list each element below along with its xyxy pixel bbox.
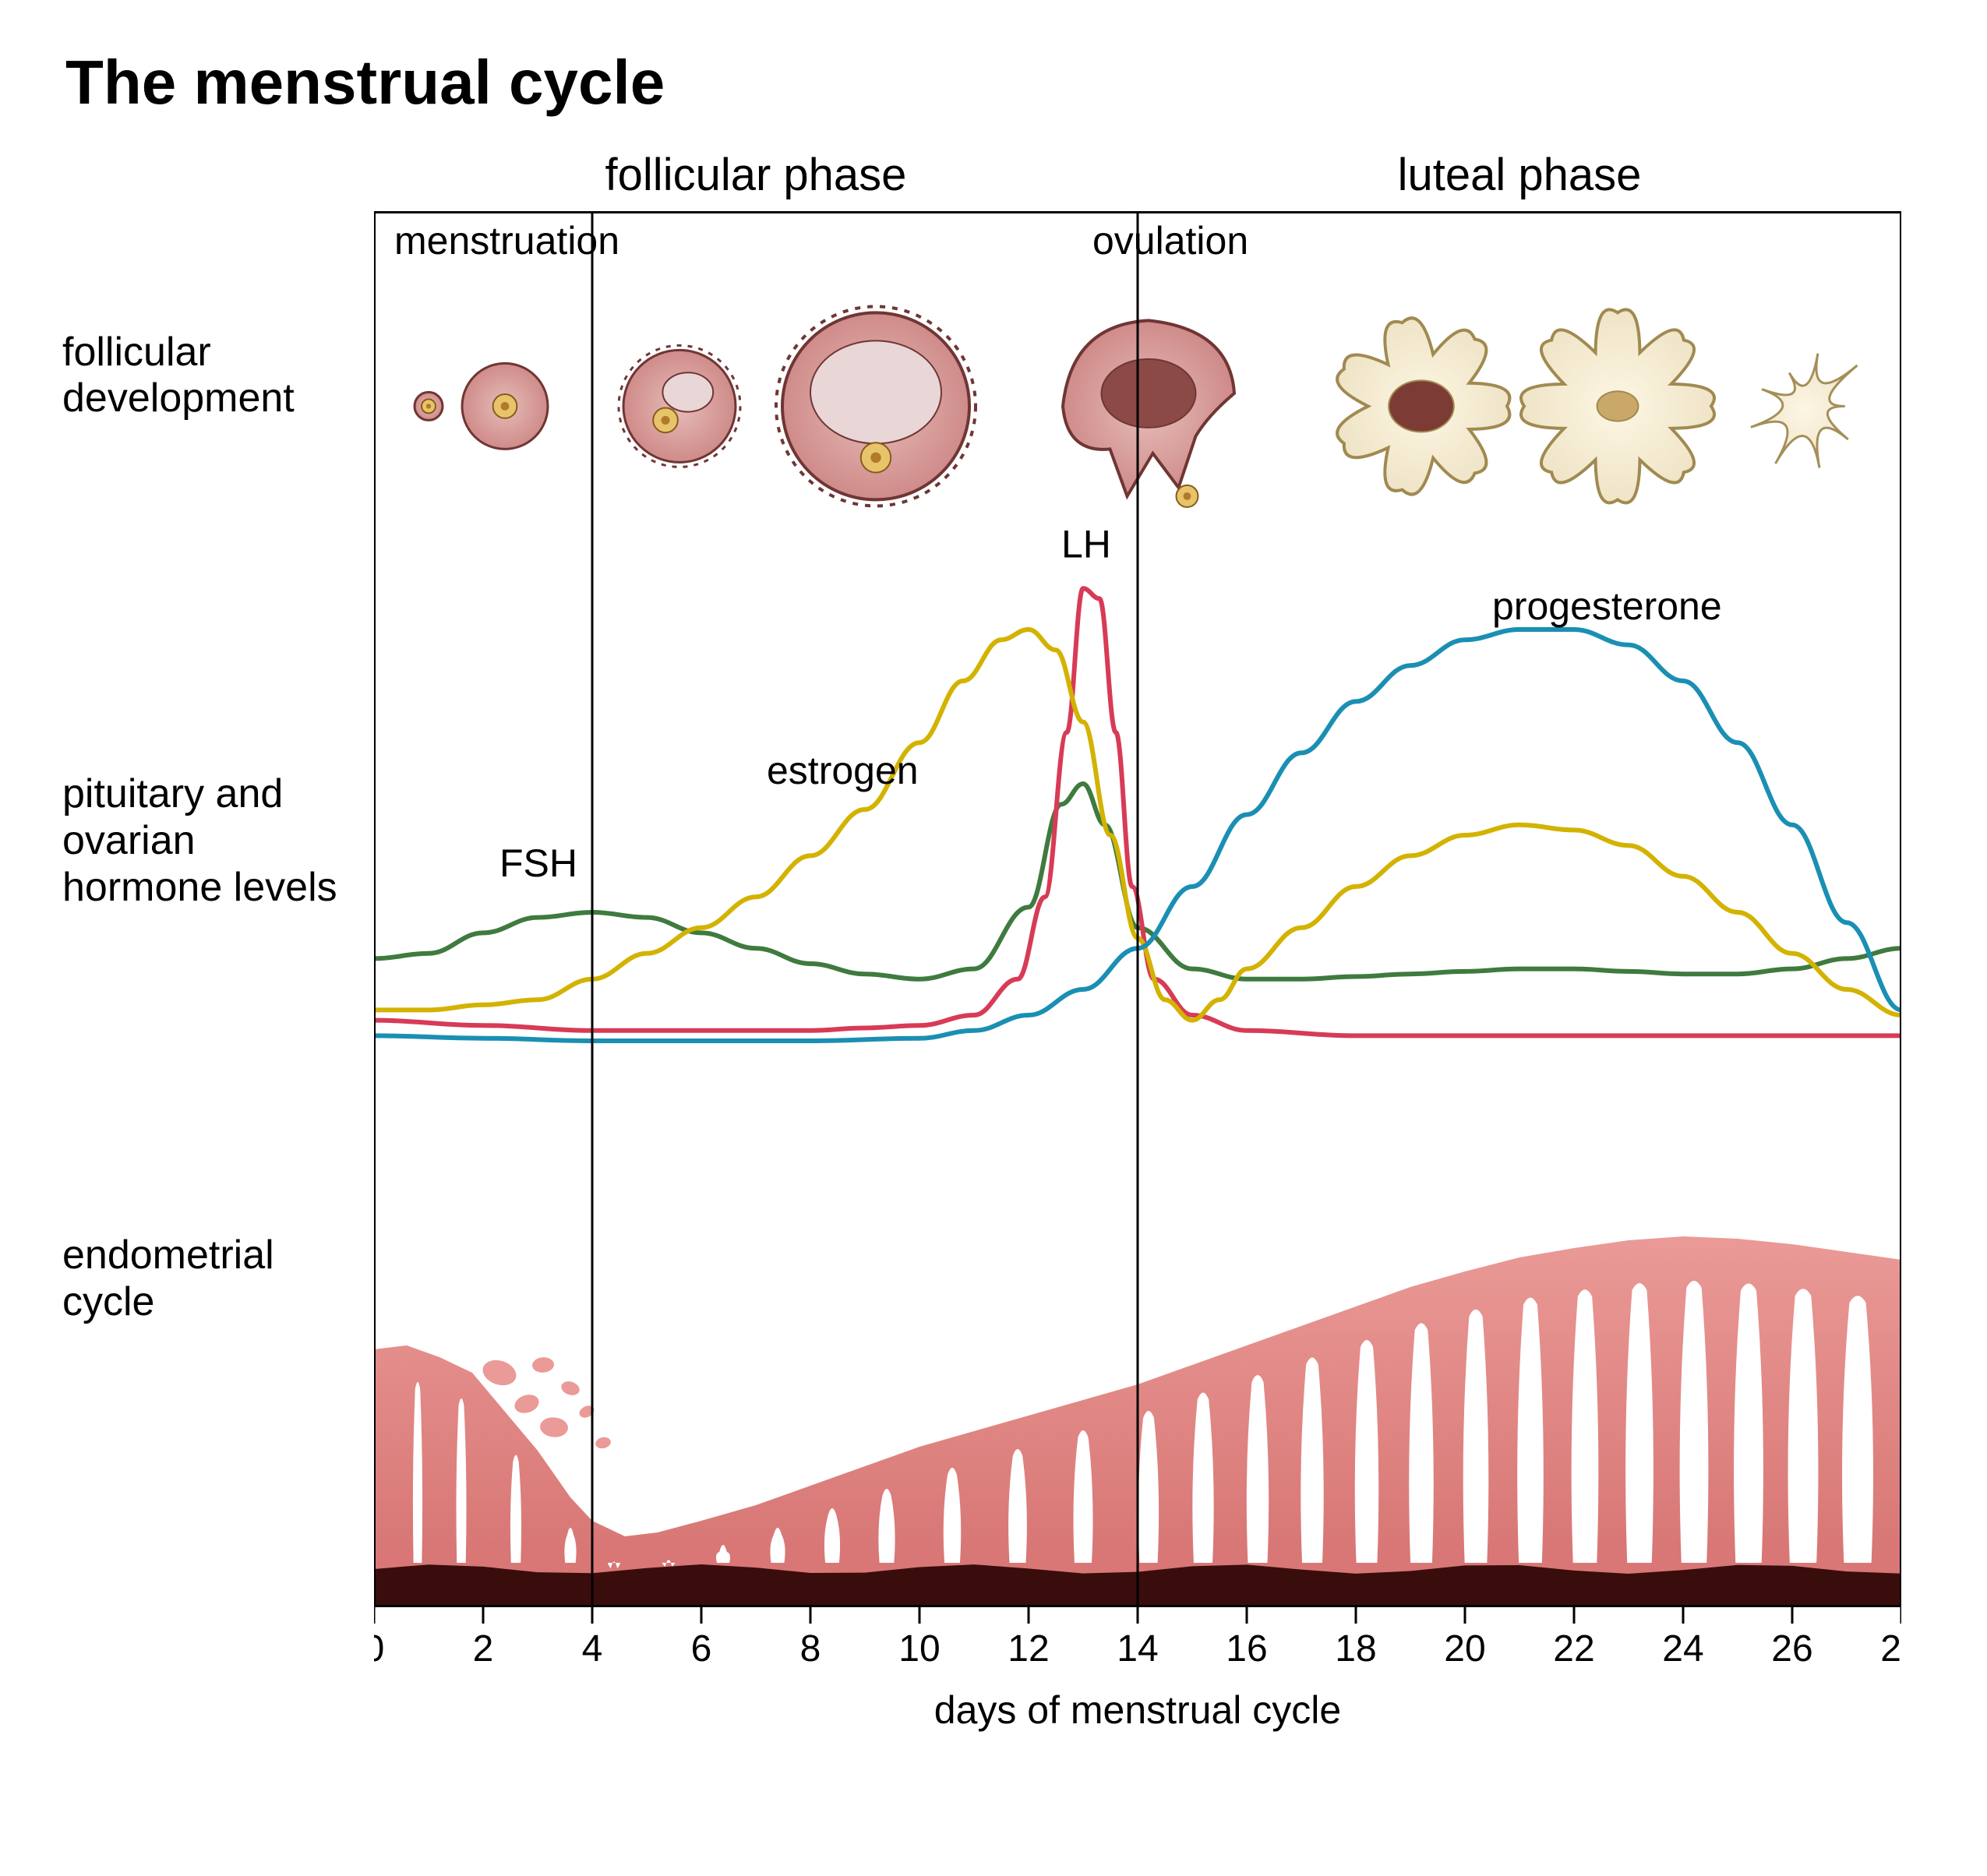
xtick-label: 8 — [800, 1628, 821, 1670]
follicle-corpus2 — [1521, 309, 1714, 503]
follicle-early — [415, 392, 443, 420]
xtick-label: 4 — [582, 1628, 603, 1670]
x-axis-title: days of menstrual cycle — [934, 1688, 1341, 1732]
phase-label: luteal phase — [1398, 150, 1642, 200]
vline-label-ovulation: ovulation — [1092, 219, 1248, 263]
xtick-label: 0 — [374, 1628, 384, 1670]
hormone-label-progesterone: progesterone — [1492, 584, 1722, 628]
row-label-column: folliculardevelopment pituitary andovari… — [62, 142, 374, 1747]
xtick-label: 24 — [1662, 1628, 1703, 1670]
follicle-corpus1 — [1337, 318, 1509, 494]
xtick-label: 26 — [1771, 1628, 1812, 1670]
follicle-antral — [619, 345, 740, 467]
hormone-label-FSH: FSH — [499, 841, 577, 885]
xtick-label: 18 — [1335, 1628, 1376, 1670]
hormone-label-LH: LH — [1061, 523, 1111, 566]
phase-label: follicular phase — [605, 150, 907, 200]
xtick-label: 16 — [1226, 1628, 1267, 1670]
row-label-hormones: pituitary andovarianhormone levels — [62, 771, 337, 911]
xtick-label: 6 — [691, 1628, 712, 1670]
row-label-endometrial: endometrialcycle — [62, 1232, 274, 1326]
menstrual-cycle-diagram: menstruation ovulation follicular phase lut… — [374, 142, 1901, 1747]
xtick-label: 10 — [898, 1628, 940, 1670]
xtick-label: 20 — [1444, 1628, 1485, 1670]
xtick-label: 2 — [473, 1628, 494, 1670]
page-title: The menstrual cycle — [65, 47, 1925, 118]
xtick-label: 12 — [1008, 1628, 1049, 1670]
xtick-label: 14 — [1117, 1628, 1158, 1670]
x-axis: 0246810121416182022242628days of menstru… — [374, 1606, 1901, 1732]
follicle-albicans — [1751, 354, 1858, 468]
hormone-label-estrogen: estrogen — [767, 749, 919, 792]
follicle-ovulation — [1063, 320, 1234, 507]
row-label-follicular: folliculardevelopment — [62, 330, 295, 423]
follicle-early — [462, 363, 548, 449]
xtick-label: 28 — [1880, 1628, 1901, 1670]
vline-label-menstruation: menstruation — [394, 219, 619, 263]
follicle-graafian — [776, 306, 976, 506]
xtick-label: 22 — [1553, 1628, 1594, 1670]
follicular-development-row — [415, 306, 1858, 507]
